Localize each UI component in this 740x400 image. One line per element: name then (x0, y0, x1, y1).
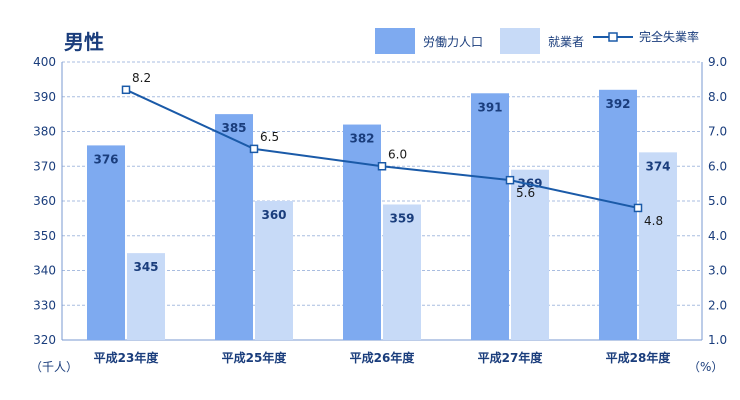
right-axis-tick-label: 2.0 (708, 298, 727, 312)
data-label-labor-force: 385 (221, 121, 246, 135)
unemployment-rate-marker (633, 203, 643, 213)
left-axis-tick-label: 340 (33, 264, 56, 278)
legend-line-icon (593, 31, 633, 42)
bar-labor-force (215, 114, 253, 340)
data-label-employed: 374 (645, 159, 670, 173)
bar-employed (639, 152, 677, 340)
right-axis-tick-label: 3.0 (708, 264, 727, 278)
legend-item-employed: 就業者 (500, 28, 584, 54)
legend-label-labor-force: 労働力人口 (423, 34, 484, 49)
data-label-labor-force: 392 (605, 97, 630, 111)
data-label-employed: 345 (133, 260, 158, 274)
legend-label-employed: 就業者 (548, 34, 585, 49)
unemployment-rate-label: 4.8 (644, 214, 663, 228)
right-axis-tick-label: 4.0 (708, 229, 727, 243)
data-label-labor-force: 382 (349, 132, 374, 146)
data-label-employed: 360 (261, 208, 286, 222)
legend-swatch-employed (500, 28, 540, 54)
unemployment-rate-marker (249, 144, 259, 154)
right-axis-unit: （%） (688, 360, 724, 374)
chart-title: 男性 (64, 30, 104, 54)
bar-employed (511, 169, 549, 340)
right-axis-tick-label: 9.0 (708, 55, 727, 69)
unemployment-rate-marker (505, 175, 515, 185)
bar-employed (383, 204, 421, 340)
data-label-labor-force: 391 (477, 100, 502, 114)
left-axis-tick-label: 390 (33, 90, 56, 104)
x-axis-category-label: 平成25年度 (222, 350, 288, 365)
data-label-employed: 359 (389, 211, 414, 225)
right-axis-tick-label: 1.0 (708, 333, 727, 347)
x-axis-category-label: 平成26年度 (350, 350, 416, 365)
x-axis-category-label: 平成23年度 (94, 350, 160, 365)
left-axis-tick-label: 360 (33, 194, 56, 208)
legend-item-unemployment-rate: 完全失業率 (593, 28, 699, 45)
x-axis-category-label: 平成28年度 (606, 350, 672, 365)
unemployment-rate-marker (377, 162, 387, 171)
unemployment-rate-label: 8.2 (132, 71, 151, 85)
unemployment-rate-label: 6.0 (388, 147, 407, 161)
bar-labor-force (343, 124, 381, 340)
right-axis-tick-label: 7.0 (708, 125, 727, 139)
bar-labor-force (471, 93, 509, 341)
legend-swatch-labor-force (375, 28, 415, 54)
right-axis-tick-label: 5.0 (708, 194, 727, 208)
x-axis-category-label: 平成27年度 (478, 350, 544, 365)
left-axis-tick-label: 330 (33, 298, 56, 312)
legend-label-unemployment-rate: 完全失業率 (639, 30, 700, 44)
right-axis-tick-label: 6.0 (708, 159, 727, 173)
bar-employed (127, 253, 165, 340)
left-axis-tick-label: 370 (33, 159, 56, 173)
unemployment-rate-line (125, 88, 639, 209)
unemployment-rate-marker (121, 85, 131, 95)
left-axis-tick-label: 350 (33, 229, 56, 243)
legend-item-labor-force: 労働力人口 (375, 28, 483, 54)
unemployment-rate-label: 5.6 (516, 186, 535, 200)
right-axis-tick-label: 8.0 (708, 90, 727, 104)
left-axis-tick-label: 400 (33, 55, 56, 69)
unemployment-rate-label: 6.5 (260, 130, 279, 144)
left-axis-tick-label: 320 (33, 333, 56, 347)
bar-labor-force (599, 89, 637, 340)
left-axis-tick-label: 380 (33, 125, 56, 139)
data-label-labor-force: 376 (93, 152, 118, 166)
bar-employed (255, 201, 293, 340)
bar-labor-force (87, 145, 125, 340)
left-axis-unit: （千人） (30, 360, 79, 374)
